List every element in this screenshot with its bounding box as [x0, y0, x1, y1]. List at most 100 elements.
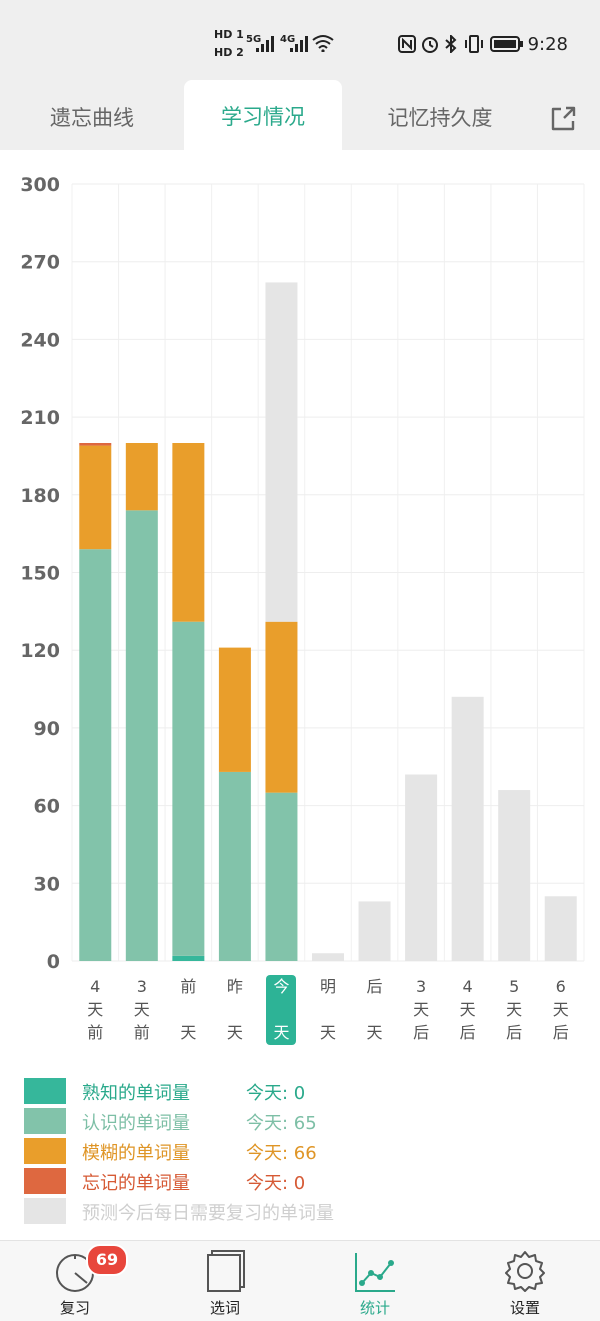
signal-5g-label: 5G: [246, 34, 262, 45]
bar-segment: [172, 955, 205, 961]
stats-chart-icon: [355, 1253, 395, 1292]
x-tick-label-char: 天: [133, 1000, 150, 1019]
y-tick-label: 30: [34, 873, 60, 895]
nav-label: 复习: [59, 1299, 90, 1317]
y-tick-label: 210: [20, 407, 60, 429]
x-tick-label: 后天: [360, 975, 390, 1045]
x-tick-label-char: 天: [319, 1023, 336, 1042]
x-tick-label-char: 后: [552, 1023, 569, 1042]
nav-label: 选词: [209, 1299, 240, 1317]
tab-label: 记忆持久度: [387, 106, 493, 130]
legend-swatch: [24, 1138, 66, 1164]
bar-segment: [125, 443, 158, 511]
x-tick-label-char: 4: [462, 977, 473, 996]
legend-swatch: [24, 1108, 66, 1134]
x-tick-label-char: 今: [273, 977, 290, 996]
legend-today-value: 今天: 0: [246, 1173, 306, 1194]
tab-memory-durability[interactable]: 记忆持久度: [342, 88, 538, 150]
x-tick-label: 3 天前: [127, 975, 157, 1045]
x-tick-label: 6 天后: [546, 975, 576, 1045]
bar-segment: [265, 621, 298, 793]
signal-icon-2: [290, 36, 308, 52]
y-tick-label: 120: [20, 640, 60, 662]
x-tick-label-char: [220, 998, 250, 1021]
y-tick-label: 270: [20, 252, 60, 274]
bar-segment: [265, 282, 298, 622]
legend-label: 模糊的单词量: [82, 1143, 190, 1164]
word-book-icon: [207, 1250, 245, 1292]
x-tick-label-char: 天: [506, 1000, 523, 1019]
tab-label: 学习情况: [221, 105, 305, 129]
tab-study-status[interactable]: 学习情况: [184, 80, 342, 150]
x-tick-label-char: 3: [136, 977, 147, 996]
x-tick-label-char: 天: [87, 1000, 104, 1019]
x-tick-label-char: 后: [506, 1023, 523, 1042]
x-tick-label-char: 天: [180, 1023, 197, 1042]
x-tick-label-char: 天: [226, 1023, 243, 1042]
bluetooth-icon: [445, 35, 457, 53]
status-bar: HD 1 HD 2 5G 4G 9:28: [0, 0, 600, 88]
tab-bar: 遗忘曲线 学习情况 记忆持久度: [0, 80, 600, 150]
x-tick-label-char: 天: [459, 1000, 476, 1019]
signal-icon: [256, 36, 274, 52]
y-tick-label: 0: [47, 951, 60, 973]
x-tick-label-char: 6: [555, 977, 566, 996]
x-tick-label-char: 后: [413, 1023, 430, 1042]
gear-icon: [505, 1251, 545, 1292]
legend-item-fuzzy: 模糊的单词量 今天: 66: [24, 1136, 584, 1166]
x-tick-label-char: 昨: [226, 977, 243, 996]
x-tick-label-char: [360, 998, 390, 1021]
nav-label: 设置: [509, 1299, 540, 1317]
sim1-label: HD 1: [214, 28, 244, 41]
clock: 9:28: [527, 34, 568, 55]
nav-statistics[interactable]: 统计: [315, 1241, 435, 1321]
alarm-icon: [422, 37, 438, 53]
bar-segment: [544, 896, 577, 961]
bar-segment: [172, 443, 205, 622]
legend-label: 预测今后每日需要复习的单词量: [82, 1203, 334, 1224]
y-tick-label: 300: [20, 174, 60, 196]
bar-segment: [218, 647, 251, 772]
x-tick-label-char: 4: [90, 977, 101, 996]
legend-swatch: [24, 1198, 66, 1224]
tab-forgetting-curve[interactable]: 遗忘曲线: [0, 88, 184, 150]
bar-segment: [451, 696, 484, 961]
battery-icon: [490, 36, 523, 52]
x-tick-label-char: 前: [87, 1023, 104, 1042]
legend-today-value: 今天: 0: [246, 1083, 306, 1104]
bar-segment: [79, 445, 112, 550]
x-tick-label-char: 前: [133, 1023, 150, 1042]
x-tick-label-char: 后: [366, 977, 383, 996]
x-tick-label: 今天: [266, 975, 297, 1045]
y-tick-label: 60: [34, 796, 60, 818]
legend-today-value: 今天: 66: [246, 1143, 317, 1164]
x-tick-label-char: 天: [273, 1023, 290, 1042]
vibrate-icon: [465, 35, 483, 53]
x-tick-label-char: 明: [319, 977, 336, 996]
bar-segment: [172, 621, 205, 956]
sim2-label: HD 2: [214, 46, 244, 59]
legend-item-forgotten: 忘记的单词量 今天: 0: [24, 1166, 584, 1196]
nav-label: 统计: [359, 1299, 390, 1317]
share-icon[interactable]: [548, 104, 578, 134]
review-count-badge: 69: [86, 1244, 128, 1276]
x-tick-label: 昨天: [220, 975, 250, 1045]
bar-segment: [79, 549, 112, 961]
tab-label: 遗忘曲线: [50, 106, 134, 130]
x-tick-label: 4 天后: [453, 975, 483, 1045]
bar-segment: [312, 953, 344, 961]
x-tick-label-char: 天: [413, 1000, 430, 1019]
stacked-bar-chart: 0 30 60 90 120 150 180 210 240 270 300: [20, 174, 585, 973]
x-tick-label: 4 天前: [80, 975, 110, 1045]
nav-select-words[interactable]: 选词: [165, 1241, 285, 1321]
nav-settings[interactable]: 设置: [465, 1241, 585, 1321]
x-tick-label-char: 5: [509, 977, 520, 996]
x-tick-label-char: 3: [415, 977, 427, 996]
legend: 熟知的单词量 今天: 0 认识的单词量 今天: 65 模糊的单词量 今天: 66…: [0, 1074, 600, 1234]
legend-item-forecast: 预测今后每日需要复习的单词量: [24, 1196, 584, 1226]
x-tick-label: 3 天后: [406, 975, 436, 1045]
x-tick-label: 5 天后: [499, 975, 529, 1045]
legend-label: 熟知的单词量: [82, 1083, 190, 1104]
bar-segment: [79, 443, 112, 446]
